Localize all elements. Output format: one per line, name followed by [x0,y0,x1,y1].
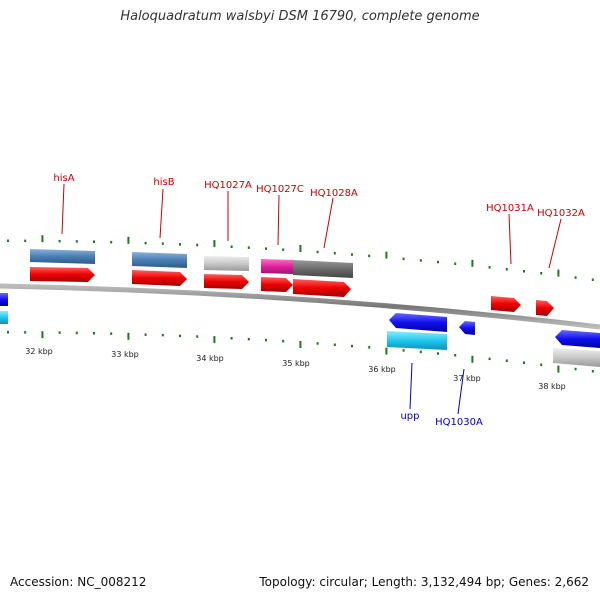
cds-bar-right-edge [553,348,600,367]
gene-label-HQ1032A: HQ1032A [537,208,585,219]
gene-arrow-HQ1032A [536,300,554,316]
tick-marks [7,235,594,373]
scale-label-36kbp: 36 kbp [368,365,396,374]
gene-arrow-HQ1028A [293,279,351,297]
gene-label-HQ1027A: HQ1027A [204,180,252,191]
gene-label-hisB: hisB [153,177,174,188]
genome-summary-text: Topology: circular; Length: 3,132,494 bp… [259,575,589,589]
gene-arrow-hisB [132,270,187,286]
gene-label-HQ1027C: HQ1027C [256,184,304,195]
scale-label-32kbp: 32 kbp [25,347,53,356]
scale-label-38kbp: 38 kbp [538,382,566,391]
cds-bar-upp [387,331,447,350]
cds-bar-HQ1027C [261,259,293,274]
gene-label-HQ1030A: HQ1030A [435,417,483,428]
gene-arrow-HQ1027A [204,274,249,289]
map-title: Haloquadratum walsbyi DSM 16790, complet… [120,9,480,24]
gene-label-hisA: hisA [53,173,74,184]
gene-arrow-HQ1027C [261,277,293,292]
cds-bar-HQ1027A [204,256,249,271]
gene-arrow-HQ1030A [459,321,475,335]
scale-label-34kbp: 34 kbp [196,354,224,363]
gene-label-HQ1031A: HQ1031A [486,203,534,214]
accession-text: Accession: NC_008212 [10,575,147,589]
cds-bar-HQ1028A [293,260,353,278]
cds-bar-hisA [30,249,95,264]
scale-label-33kbp: 33 kbp [111,350,139,359]
label-leader-lines [61,183,562,415]
gene-label-HQ1028A: HQ1028A [310,188,358,199]
gene-arrow-hisA [30,267,95,282]
gene-arrow-HQ1031A [491,296,521,312]
cds-bar-left-edge [0,311,8,324]
scale-label-37kbp: 37 kbp [453,374,481,383]
gene-label-upp: upp [400,411,419,422]
gene-arrow-left-edge [0,293,8,306]
cds-bar-hisB [132,252,187,268]
gene-arrow-upp [389,313,447,332]
gene-arrow-right-edge [555,330,600,348]
genome-backbone [0,283,600,330]
scale-label-35kbp: 35 kbp [282,359,310,368]
